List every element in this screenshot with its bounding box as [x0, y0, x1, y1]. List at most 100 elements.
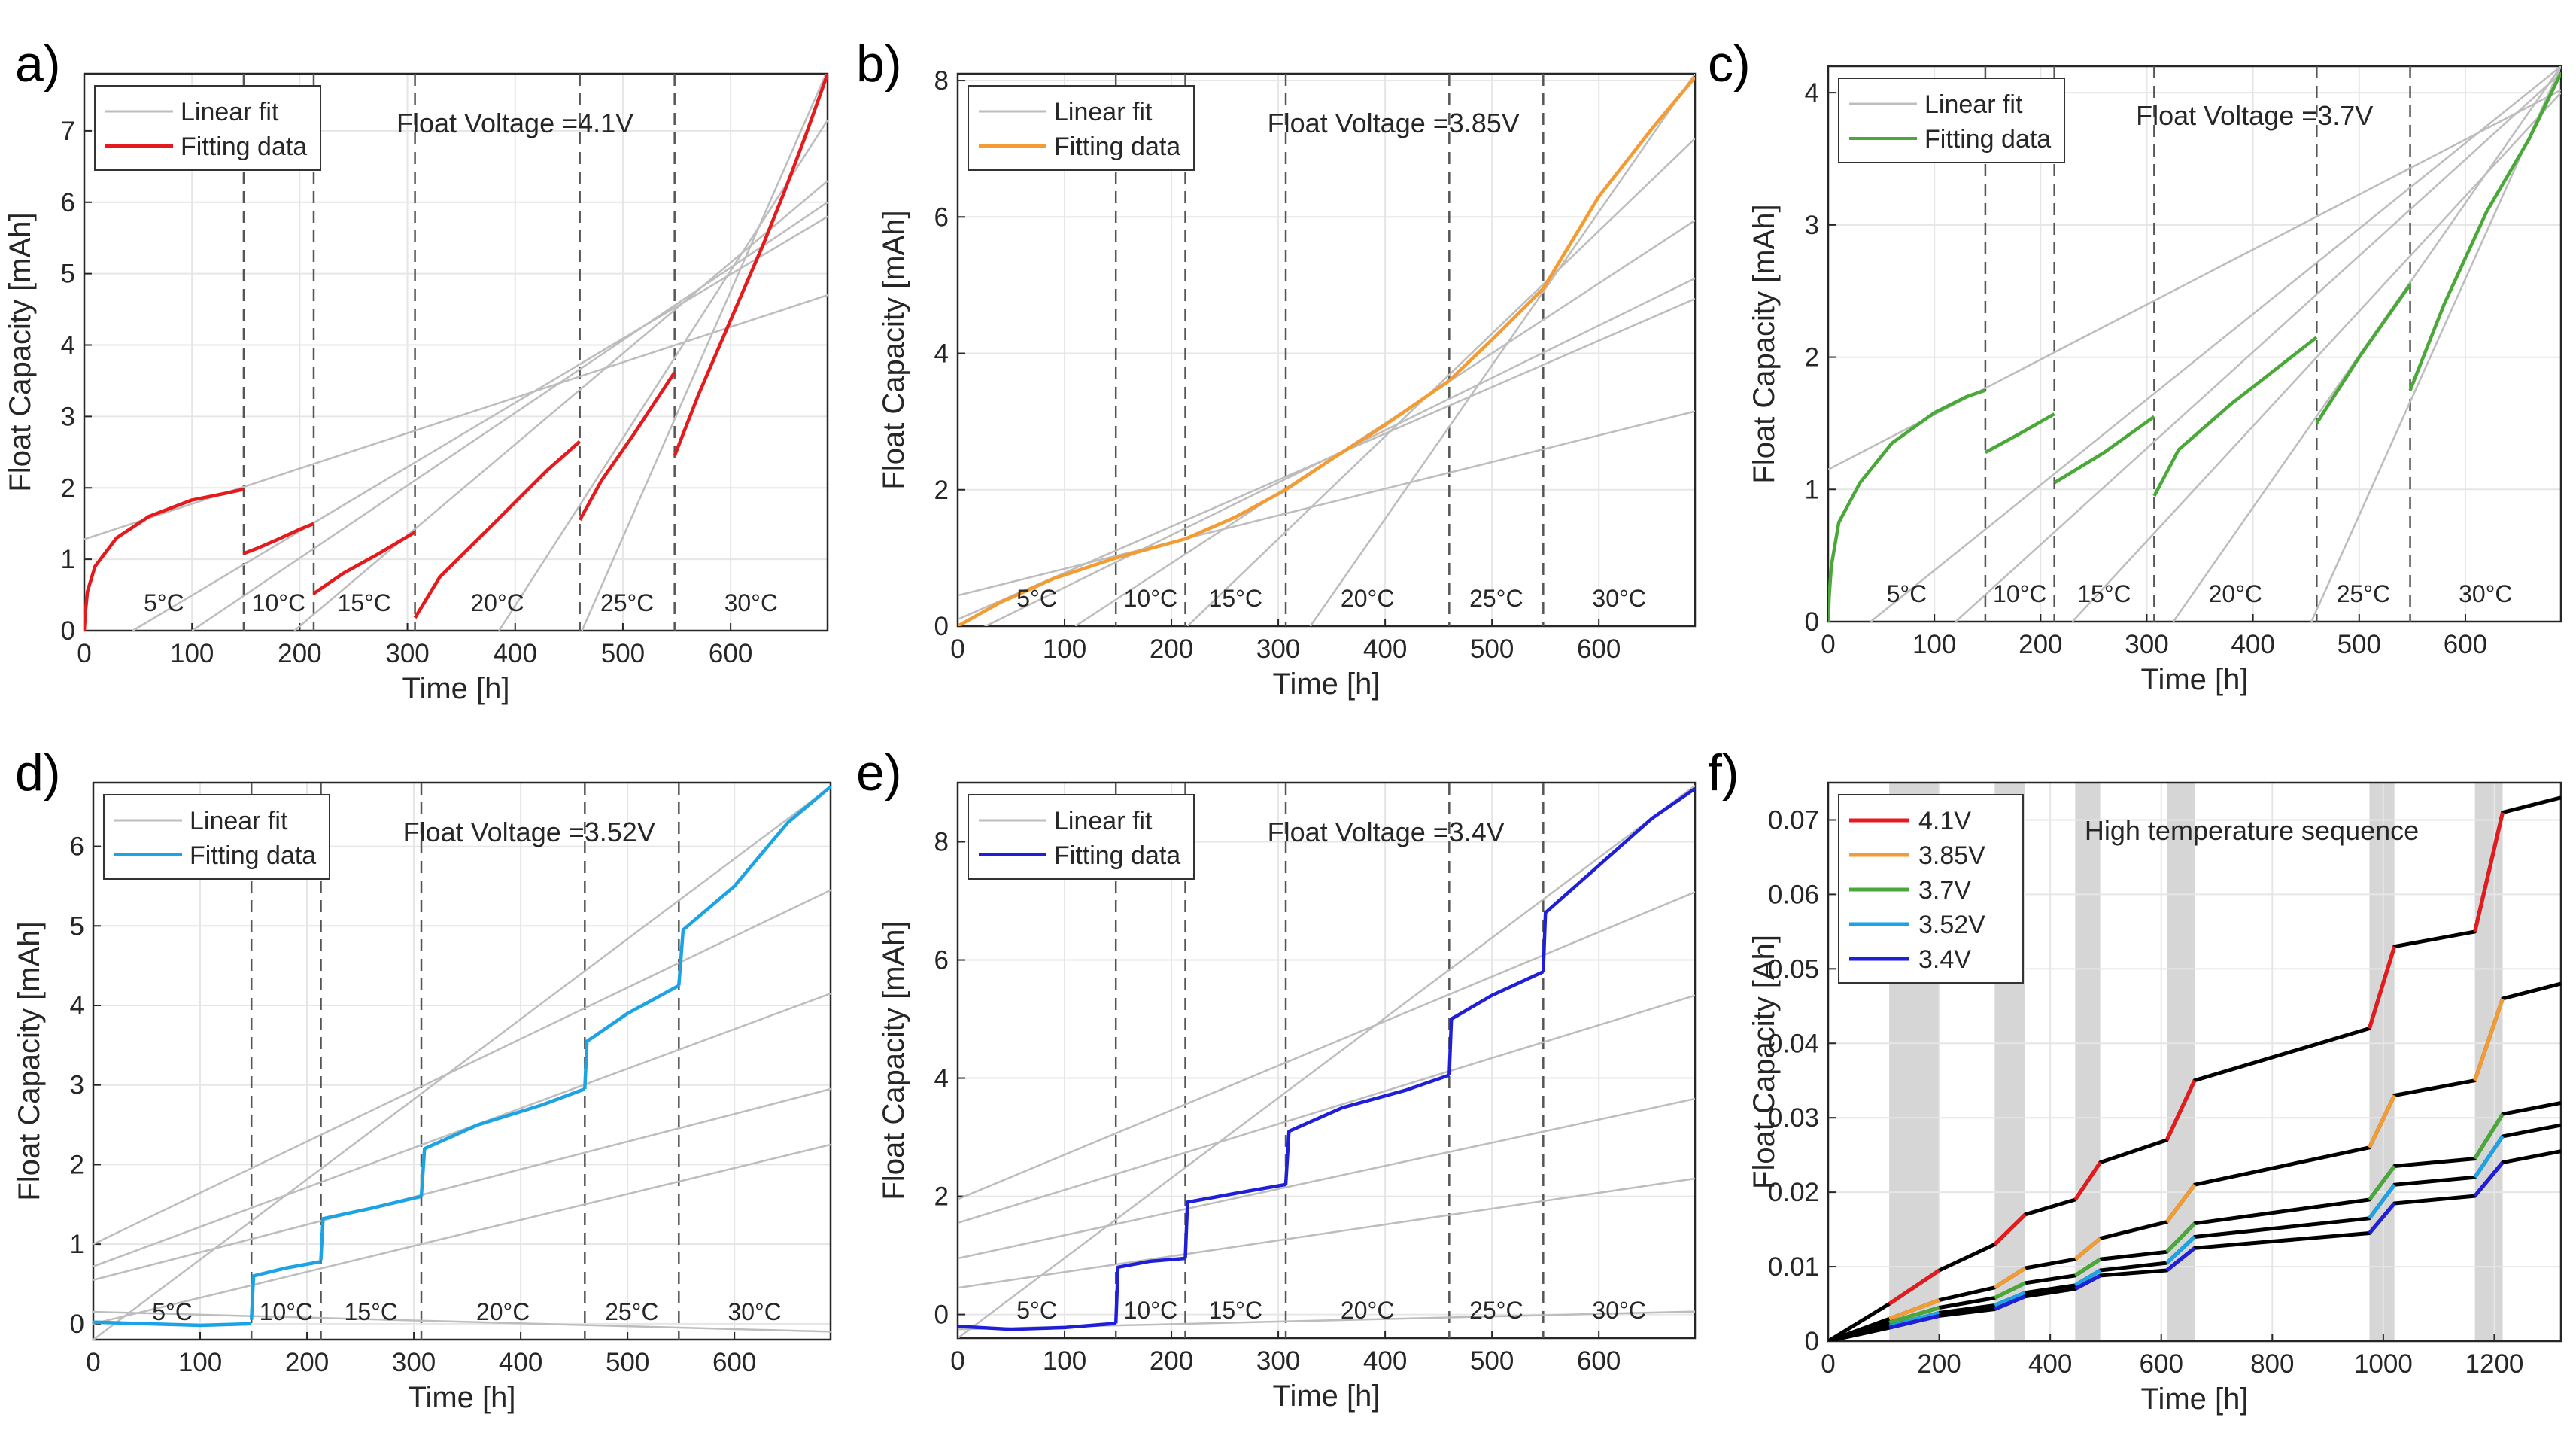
x-tick-label: 1000 [2354, 1349, 2413, 1379]
x-tick-label: 100 [170, 639, 214, 668]
x-tick-label: 0 [77, 639, 91, 668]
legend-label: 3.4V [1918, 945, 1971, 974]
y-axis-label: Float Capacity [Ah] [1748, 935, 1781, 1189]
y-tick-label: 0.05 [1768, 954, 1819, 984]
temperature-label: 5°C [152, 1298, 193, 1325]
legend-label: 3.85V [1918, 841, 1985, 870]
panel-e: e) 0 100 200 300 400 500 600 0 2 4 6 8 Time [h] Float … [856, 744, 1697, 1413]
y-axis-label: Float Capacity [mAh] [4, 212, 37, 491]
series-highlight-segment [1888, 1298, 1940, 1321]
temperature-label: 30°C [1592, 585, 1646, 612]
x-tick-label: 300 [392, 1348, 436, 1377]
linear-fit-line [1309, 74, 1695, 626]
x-tick-label: 200 [1150, 634, 1193, 664]
linear-fit-line [958, 891, 1695, 1200]
x-tick-label: 400 [1363, 1346, 1407, 1376]
x-tick-label: 200 [1150, 1346, 1193, 1376]
y-tick-label: 0 [934, 1300, 949, 1330]
x-tick-label: 0 [950, 1346, 964, 1376]
temperature-label: 20°C [1341, 585, 1395, 612]
temperature-label: 5°C [1016, 1297, 1057, 1324]
temperature-label: 25°C [2337, 580, 2391, 607]
linear-fit-line [1955, 71, 2561, 622]
legend-box [968, 794, 1195, 880]
series-highlight-segment [1888, 1313, 1940, 1330]
linear-fit-line [958, 994, 1695, 1224]
linear-fit-line [93, 1087, 831, 1281]
series-highlight-segment [1994, 1266, 2027, 1289]
y-tick-label: 3 [70, 1071, 84, 1100]
float-voltage-title: Float Voltage =3.4V [1268, 817, 1505, 847]
x-tick-label: 600 [2140, 1349, 2183, 1379]
y-tick-label: 0.03 [1768, 1103, 1819, 1133]
legend-box [1838, 78, 2065, 163]
float-voltage-title: Float Voltage =3.7V [2136, 100, 2373, 131]
x-tick-label: 500 [1470, 1346, 1514, 1376]
axes-box [956, 72, 1697, 628]
x-tick-label: 600 [712, 1348, 756, 1377]
linear-fit-line [132, 215, 828, 631]
plot-area [958, 74, 1695, 626]
x-tick-label: 300 [2125, 630, 2168, 659]
x-tick-label: 500 [1470, 634, 1514, 664]
fitting-data-line [1284, 379, 1451, 491]
fitting-data-line [1542, 76, 1695, 290]
x-tick-label: 0 [86, 1348, 100, 1377]
x-tick-label: 100 [178, 1348, 222, 1377]
legend-linear-label: Linear fit [190, 807, 288, 835]
series-highlight-segment [2074, 1258, 2101, 1277]
linear-fit-line [958, 784, 1695, 1338]
axes-box [83, 72, 829, 632]
legend-label: 3.7V [1918, 876, 1971, 905]
x-axis-label: Time [h] [2141, 1383, 2249, 1416]
legend-linear-label: Linear fit [1054, 807, 1153, 835]
panel-label: b) [856, 35, 901, 93]
y-tick-label: 6 [934, 202, 949, 232]
linear-fit-line [958, 1177, 1695, 1289]
legend-fitting-label: Fitting data [190, 841, 316, 870]
temperature-label: 10°C [252, 589, 306, 616]
y-tick-label: 0 [70, 1310, 84, 1339]
series-line [1828, 1149, 2561, 1341]
fitting-data-line [673, 74, 828, 457]
series-highlight-segment [2473, 998, 2505, 1081]
temperature-label: 10°C [1993, 580, 2047, 607]
series-highlight-segment [2164, 1079, 2197, 1141]
linear-fit-line [958, 1097, 1695, 1260]
linear-fit-line [84, 294, 828, 540]
y-tick-label: 3 [1805, 211, 1819, 240]
y-tick-label: 1 [1805, 475, 1819, 504]
fitting-data-line [1447, 287, 1545, 382]
y-tick-label: 0 [934, 612, 949, 641]
temperature-label: 25°C [1469, 585, 1523, 612]
fitting-data-line [93, 1320, 252, 1328]
temperature-label: 15°C [338, 589, 392, 616]
panel-label: e) [856, 744, 901, 802]
temperature-label: 25°C [1469, 1297, 1523, 1324]
series-highlight-segment [2073, 1161, 2102, 1201]
linear-fit-line [191, 201, 828, 631]
y-tick-label: 8 [934, 828, 949, 857]
temperature-label: 10°C [1124, 585, 1178, 612]
y-tick-label: 4 [1805, 78, 1819, 108]
series-line [1828, 795, 2561, 1341]
fitting-data-line [578, 371, 676, 521]
y-axis-label: Float Capacity [mAh] [877, 920, 910, 1200]
x-tick-label: 200 [2019, 630, 2062, 659]
series-highlight-segment [2473, 1135, 2505, 1179]
panel-d: d) 0 100 200 300 400 500 600 0 1 2 3 4 5 6 Time [h] Floa… [13, 744, 832, 1414]
fitting-data-line [84, 488, 245, 631]
legend-linear-label: Linear fit [1054, 98, 1153, 126]
y-tick-label: 3 [61, 402, 75, 431]
x-tick-label: 100 [1912, 630, 1956, 659]
series-highlight-segment [2368, 1202, 2396, 1235]
x-tick-label: 400 [2028, 1349, 2072, 1379]
legend-linear-label: Linear fit [181, 98, 279, 126]
y-tick-label: 5 [61, 260, 75, 289]
y-axis-label: Float Capacity [mAh] [1748, 204, 1781, 483]
x-tick-label: 300 [385, 639, 429, 668]
series-highlight-segment [2368, 945, 2396, 1030]
series-highlight-segment [1994, 1291, 2026, 1307]
fitting-data-line [419, 1087, 586, 1197]
